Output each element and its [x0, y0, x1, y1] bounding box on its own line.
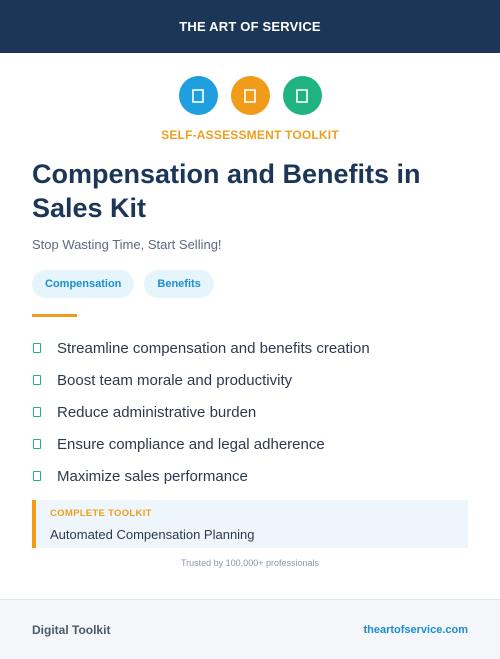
top-banner: THE ART OF SERVICE [0, 0, 500, 53]
feature-text: Reduce administrative burden [57, 403, 257, 421]
callout-value: Automated Compensation Planning [50, 527, 255, 542]
tag-compensation[interactable]: Compensation [32, 270, 135, 298]
callout-label: COMPLETE TOOLKIT [50, 508, 152, 519]
subtitle: Stop Wasting Time, Start Selling! [32, 237, 222, 252]
list-item: Maximize sales performance [32, 460, 370, 492]
feature-text: Boost team morale and productivity [57, 371, 293, 389]
list-item: Boost team morale and productivity [32, 364, 370, 396]
checkbox-icon [33, 471, 41, 481]
list-item: Streamline compensation and benefits cre… [32, 332, 370, 364]
accent-divider [32, 314, 77, 317]
tag-benefits[interactable]: Benefits [144, 270, 214, 298]
footer-label: Digital Toolkit [32, 622, 111, 637]
eyebrow-label: SELF-ASSESSMENT TOOLKIT [161, 128, 339, 142]
document-icon [230, 76, 270, 115]
feature-list: Streamline compensation and benefits cre… [32, 332, 370, 492]
feature-text: Streamline compensation and benefits cre… [57, 339, 370, 357]
brand-name: THE ART OF SERVICE [179, 19, 321, 34]
document-icon [282, 76, 322, 115]
document-icon [178, 76, 218, 115]
feature-text: Maximize sales performance [57, 467, 248, 485]
checkbox-icon [33, 439, 41, 449]
list-item: Ensure compliance and legal adherence [32, 428, 370, 460]
checkbox-icon [33, 407, 41, 417]
toolkit-callout: COMPLETE TOOLKIT Automated Compensation … [32, 500, 468, 548]
icon-row [0, 76, 500, 115]
website-link[interactable]: theartofservice.com [363, 623, 468, 636]
checkbox-icon [33, 375, 41, 385]
page-title: Compensation and Benefits in Sales Kit [32, 159, 421, 223]
trust-note: Trusted by 100,000+ professionals [180, 558, 319, 568]
feature-text: Ensure compliance and legal adherence [57, 435, 325, 453]
list-item: Reduce administrative burden [32, 396, 370, 428]
footer: Digital Toolkit theartofservice.com [0, 599, 500, 659]
checkbox-icon [33, 343, 41, 353]
tag-list: Compensation Benefits [32, 270, 214, 298]
